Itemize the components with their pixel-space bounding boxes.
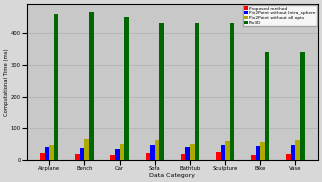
Bar <box>181 155 185 160</box>
Bar <box>75 155 80 160</box>
Bar <box>225 141 230 160</box>
Bar <box>296 141 300 160</box>
Bar <box>260 142 265 160</box>
Bar <box>265 52 270 160</box>
Bar <box>120 144 124 160</box>
Bar <box>291 145 296 160</box>
Bar <box>185 147 190 160</box>
Bar <box>251 155 256 160</box>
Bar <box>45 147 49 160</box>
Bar <box>159 23 164 160</box>
Bar <box>80 148 84 160</box>
Bar <box>286 154 291 160</box>
Bar <box>110 155 115 160</box>
Bar <box>54 14 58 160</box>
Bar <box>300 52 305 160</box>
Bar <box>221 145 225 160</box>
Bar <box>190 144 194 160</box>
Bar <box>155 141 159 160</box>
Bar <box>194 23 199 160</box>
Bar <box>40 153 45 160</box>
X-axis label: Data Category: Data Category <box>149 173 195 178</box>
Legend: Proposed method, Pix2Point without Intra_sphere, Pix2Point without all opts, Pix: Proposed method, Pix2Point without Intra… <box>243 5 317 26</box>
Bar <box>89 12 94 160</box>
Bar <box>124 17 129 160</box>
Bar <box>84 139 89 160</box>
Bar <box>146 153 150 160</box>
Bar <box>150 145 155 160</box>
Bar <box>49 145 54 160</box>
Bar <box>115 149 120 160</box>
Bar <box>216 152 221 160</box>
Bar <box>230 23 234 160</box>
Y-axis label: Computational Time (ms): Computational Time (ms) <box>4 48 9 116</box>
Bar <box>256 146 260 160</box>
